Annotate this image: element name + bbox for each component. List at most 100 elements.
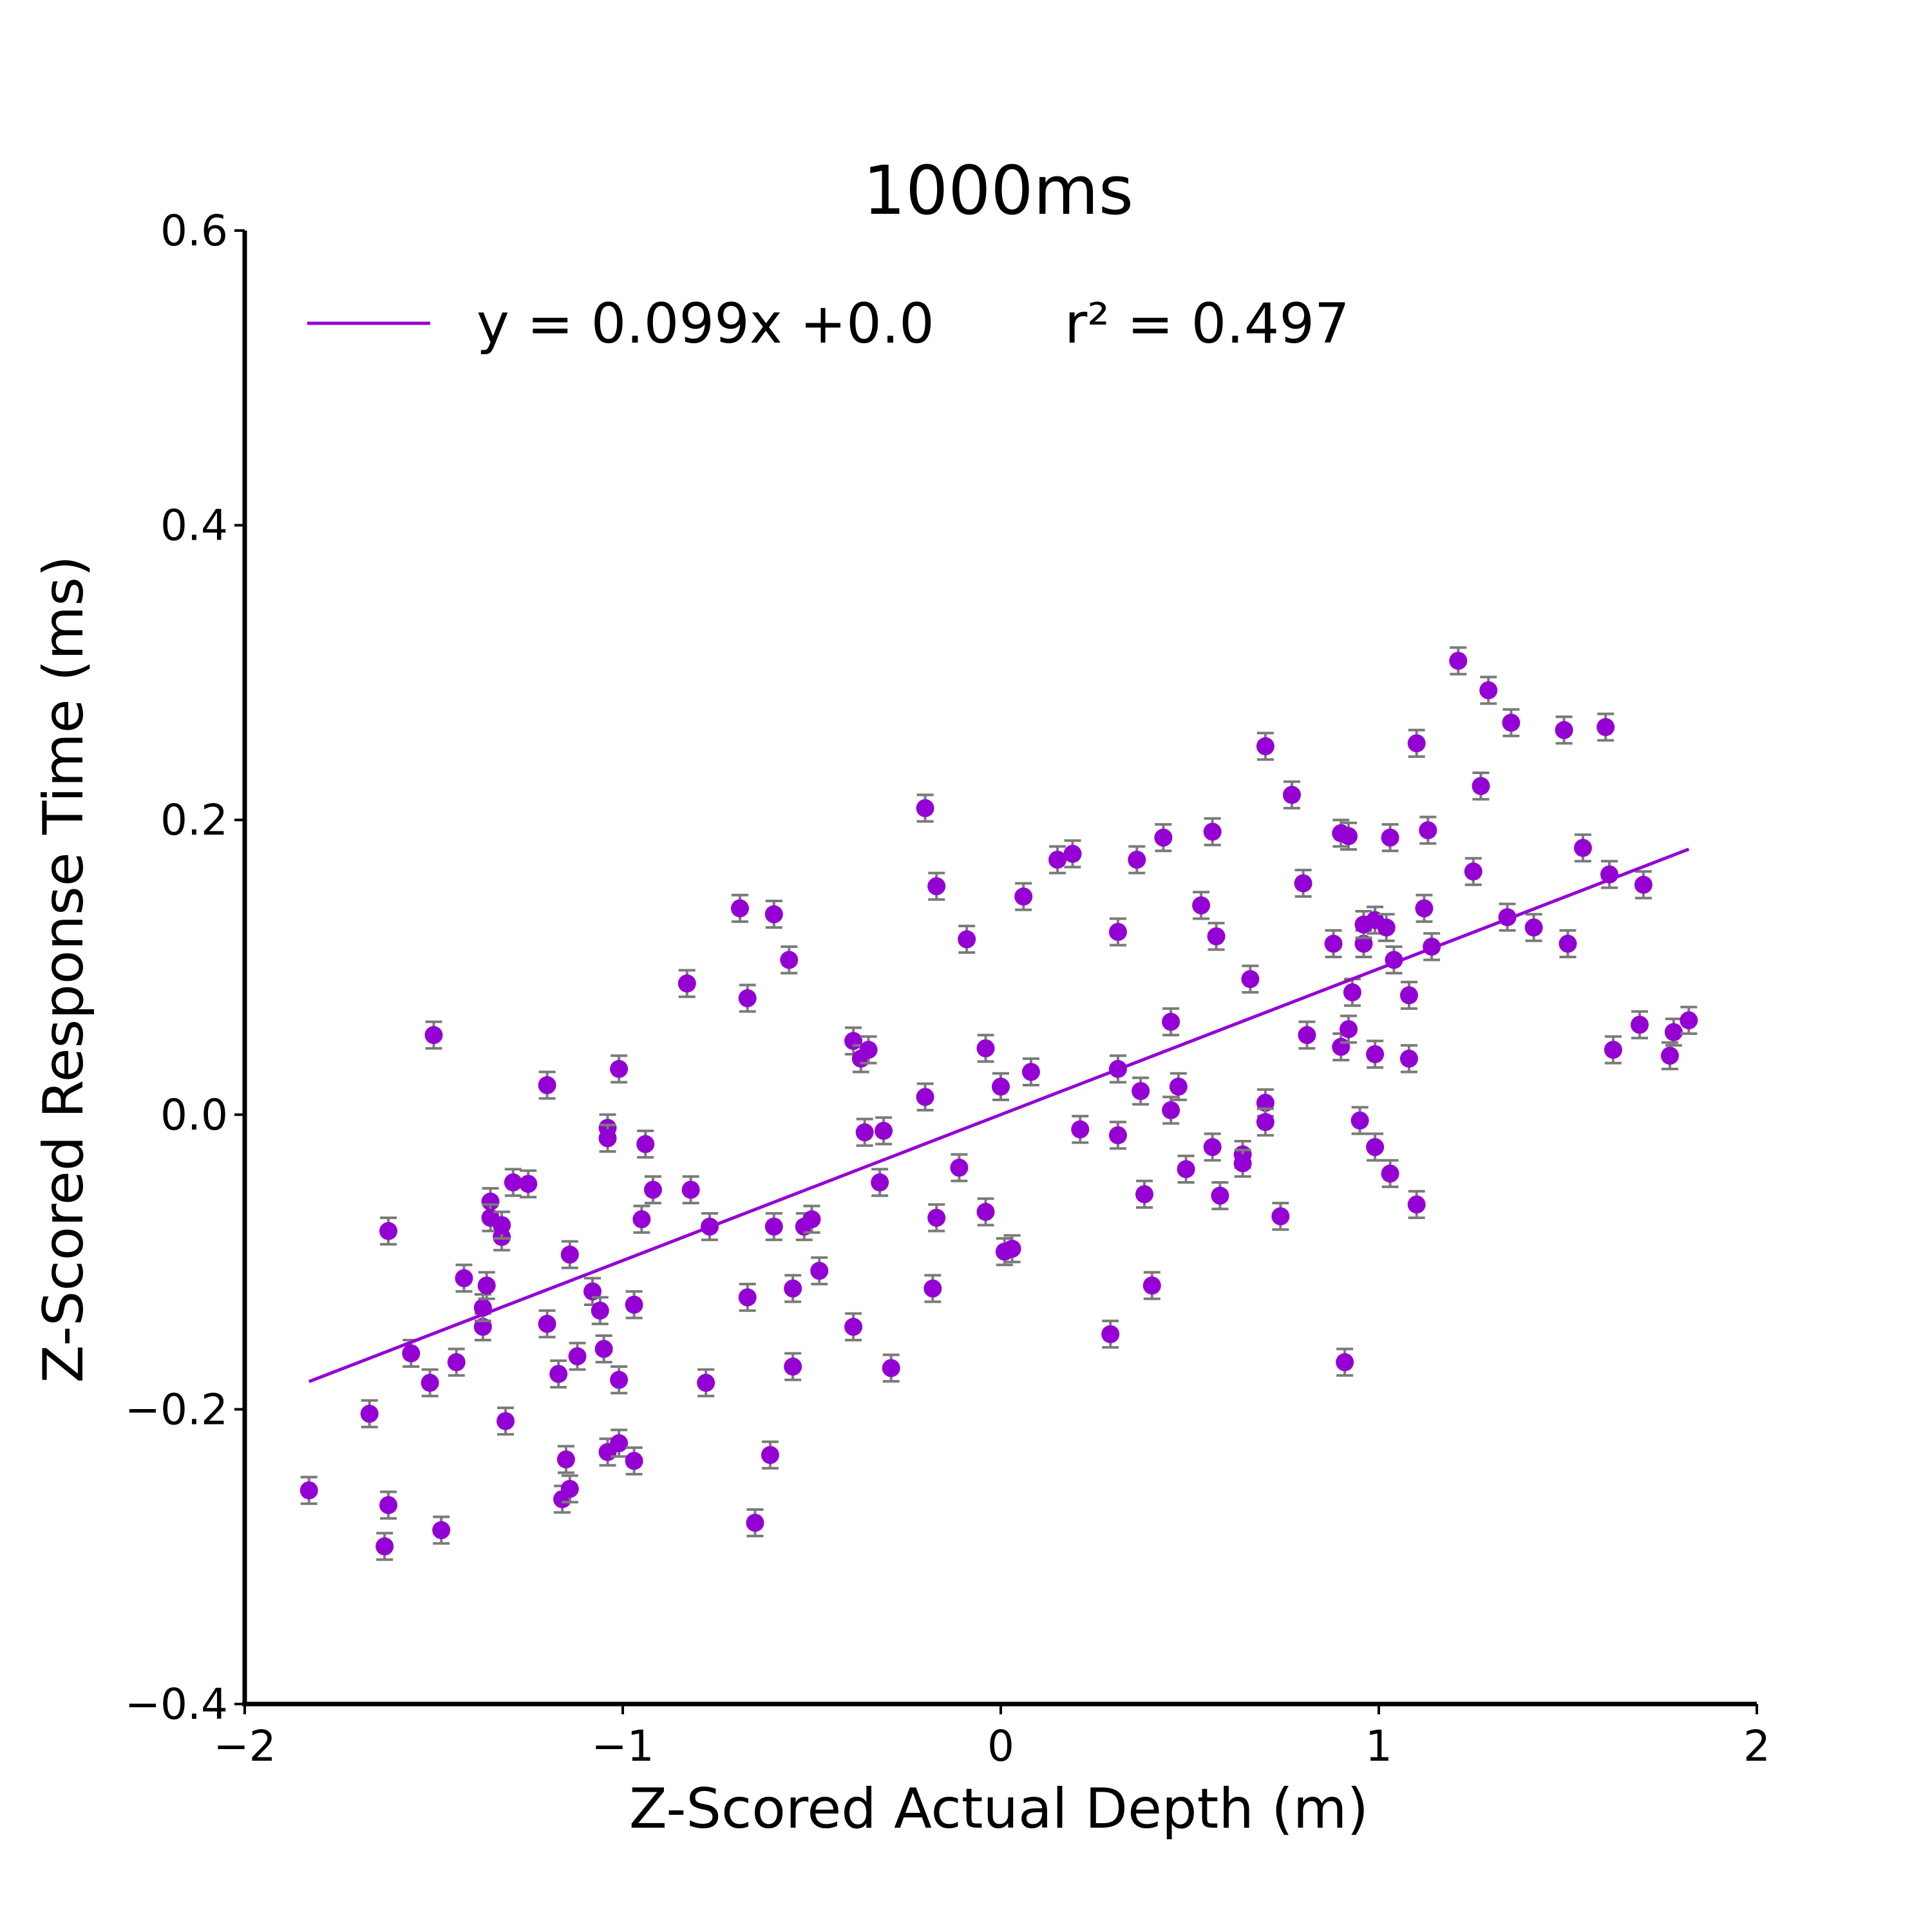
point-marker [1377,918,1396,937]
data-point [1298,1020,1316,1050]
point-marker [1154,828,1173,847]
data-point [455,1264,473,1293]
data-point [1162,1095,1180,1125]
point-marker [976,1039,995,1057]
data-point [1021,1057,1040,1087]
legend: y = 0.099x +0.0 r² = 0.497 [307,292,1350,356]
point-marker [598,1129,617,1148]
point-marker [643,1180,662,1199]
point-marker [481,1192,500,1211]
point-marker [784,1358,802,1376]
point-marker [1343,983,1361,1001]
data-point [1162,1007,1180,1037]
data-point [1660,1041,1679,1070]
point-marker [625,1295,643,1314]
point-marker [538,1314,556,1333]
point-marker [738,1288,757,1307]
data-point [299,1475,318,1505]
point-marker [424,1026,443,1045]
data-points [299,646,1698,1561]
point-marker [927,877,946,896]
data-point [598,1123,617,1153]
data-point [1192,891,1211,920]
data-point [1142,1271,1161,1300]
point-marker [1419,821,1437,840]
point-marker [730,899,749,918]
point-marker [610,1370,629,1389]
data-point [677,969,696,998]
point-marker [519,1175,538,1193]
data-point [493,1210,511,1240]
point-marker [1003,1240,1021,1258]
point-marker [677,974,696,993]
data-point [360,1399,379,1428]
point-marker [1128,850,1146,869]
data-point [1169,1072,1188,1101]
point-marker [746,1513,764,1532]
point-marker [1407,1195,1426,1214]
data-point [1449,646,1468,676]
point-marker [1063,844,1082,863]
point-marker [1502,714,1520,732]
data-point [1108,1121,1127,1150]
data-point [625,1290,643,1320]
data-point [1203,817,1222,847]
point-marker [1203,1138,1222,1157]
data-point [568,1341,587,1371]
data-point [643,1175,662,1205]
point-marker [1233,1154,1252,1173]
data-point [746,1508,764,1538]
data-point [1399,980,1418,1010]
point-marker [1256,1113,1274,1132]
point-marker [473,1318,492,1336]
point-marker [1135,1185,1154,1204]
point-marker [1071,1120,1090,1139]
data-point [855,1117,874,1147]
point-marker [802,1210,821,1229]
legend-fit-equation: y = 0.099x +0.0 [477,292,934,356]
data-point [1256,732,1274,761]
data-point [1680,1005,1698,1035]
data-point [1241,964,1260,994]
y-tick-label: −0.2 [125,1385,228,1434]
x-tick-label: 2 [1743,1721,1770,1771]
data-point [1108,917,1127,947]
point-marker [1298,1026,1316,1045]
y-axis-ticks: −0.4 −0.2 0.0 0.2 0.4 0.6 [125,206,245,1729]
point-marker [560,1245,579,1264]
point-marker [871,1173,889,1192]
point-marker [1449,652,1468,670]
data-point [697,1368,715,1397]
data-point [1211,1181,1229,1211]
point-marker [591,1302,609,1320]
data-point [497,1406,515,1436]
data-point [1479,676,1498,705]
point-marker [1604,1041,1622,1059]
point-marker [1415,899,1434,918]
data-point [992,1072,1010,1101]
data-point [976,1197,995,1227]
data-point [1381,823,1399,853]
data-point [882,1353,900,1383]
point-marker [916,799,934,817]
point-marker [1407,734,1426,753]
data-point [560,1474,579,1504]
point-marker [1366,1045,1385,1063]
data-point [810,1256,829,1285]
point-marker [1555,721,1573,739]
point-marker [1169,1077,1188,1096]
data-point [738,1282,757,1312]
data-point [780,945,799,975]
point-marker [1524,918,1543,937]
x-tick-label: 0 [987,1721,1014,1771]
point-marker [549,1365,568,1383]
x-tick-label: −2 [213,1721,276,1771]
data-point [610,1365,629,1395]
point-marker [859,1041,878,1059]
point-marker [916,1088,934,1106]
point-marker [1399,986,1418,1005]
point-marker [477,1276,496,1295]
point-marker [432,1521,451,1540]
point-marker [958,930,976,949]
point-marker [764,905,783,923]
